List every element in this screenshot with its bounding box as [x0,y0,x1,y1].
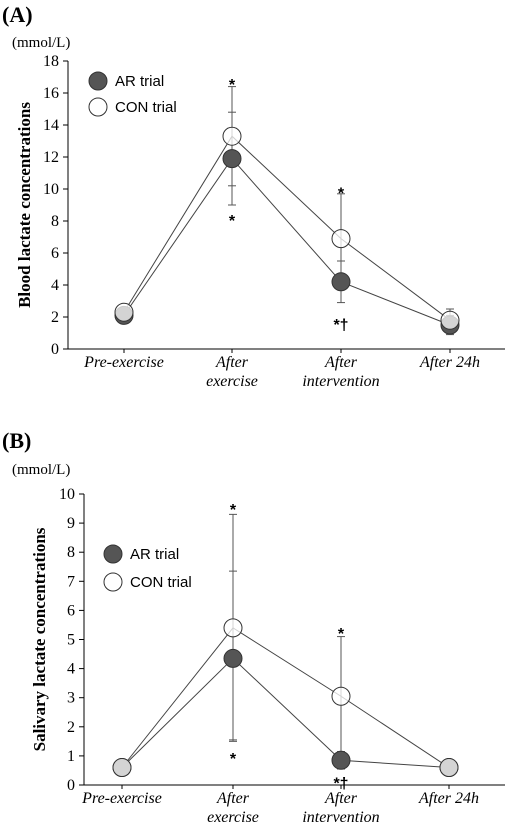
series-line-ar [121,657,450,769]
data-point-con [114,302,134,322]
unit-label: (mmol/L) [12,462,70,478]
x-tick-label-line: After 24h [419,354,480,371]
data-point-con [222,126,242,146]
y-tick-label: 0 [67,777,75,794]
x-tick-label: After exercise [207,790,259,824]
x-tick-label-line: Pre-exercise [81,790,162,807]
x-tick-label-line: exercise [207,809,259,824]
x-tick-label: After intervention [302,790,379,824]
y-tick-label: 10 [43,181,59,198]
legend-marker [88,71,108,91]
y-tick-label: 6 [51,245,59,262]
panel-label: (B) [2,428,31,453]
data-point-con [223,618,243,638]
significance-marker: * [230,751,237,768]
y-tick-label: 1 [67,748,75,765]
y-tick-label: 8 [51,213,59,230]
x-tick-label-line: After [215,354,249,371]
y-axis-label: Salivary lactate concentrations [30,527,49,751]
significance-marker: *† [333,317,348,334]
x-tick-label-line: After 24h [418,790,479,807]
legend-label: AR trial [115,73,164,90]
y-tick-label: 4 [51,277,59,294]
y-tick-label: 18 [43,53,59,70]
y-tick-label: 12 [43,149,59,166]
series-line-con [121,627,450,768]
significance-marker: * [338,186,345,203]
data-point-ar [222,149,242,169]
chart-panel-b: (B) (mmol/L) Salivary lactate concentratio… [2,428,505,824]
data-point-ar [331,750,351,770]
x-tick-label-line: After [324,354,358,371]
y-tick-label: 10 [59,486,75,503]
legend-label: CON trial [115,99,177,116]
x-tick-label-line: After [216,790,250,807]
data-point-con [112,758,132,778]
significance-marker: * [229,77,236,94]
x-tick-label-line: Pre-exercise [83,354,164,371]
x-tick-label: After 24h [418,790,479,807]
y-tick-label: 9 [67,515,75,532]
data-point-con [439,758,459,778]
legend-marker [88,97,108,117]
x-tick-label: After 24h [419,354,480,371]
data-point-con [331,686,351,706]
legend-marker [103,544,123,564]
data-point-ar [223,648,243,668]
series-line-ar [123,157,451,326]
y-tick-label: 16 [43,85,59,102]
y-tick-label: 4 [67,661,75,678]
y-tick-label: 3 [67,690,75,707]
x-tick-label: After exercise [206,354,258,390]
unit-label: (mmol/L) [12,35,70,51]
data-point-con [440,310,460,330]
significance-marker: *† [333,776,348,793]
y-tick-label: 8 [67,544,75,561]
x-tick-label: Pre-exercise [83,354,164,371]
x-tick-label-line: After [324,790,358,807]
y-tick-label: 6 [67,602,75,619]
y-tick-label: 7 [67,573,75,590]
x-tick-label-line: intervention [302,373,379,390]
y-tick-label: 14 [43,117,59,134]
y-tick-label: 2 [67,719,75,736]
x-tick-label-line: intervention [302,809,379,824]
x-tick-label: Pre-exercise [81,790,162,807]
panel-label: (A) [2,2,33,27]
y-tick-label: 0 [51,341,59,358]
legend-label: CON trial [130,574,192,591]
series-line-con [123,135,451,321]
legend-marker [103,572,123,592]
data-point-con [331,229,351,249]
y-tick-label: 5 [67,632,75,649]
legend-label: AR trial [130,546,179,563]
x-tick-label: After intervention [302,354,379,390]
chart-panel-a: (A) (mmol/L) Blood lactate concentrations 0… [2,2,505,390]
significance-marker: * [230,502,237,519]
x-tick-label-line: exercise [206,373,258,390]
y-tick-label: 2 [51,309,59,326]
significance-marker: * [338,626,345,643]
significance-marker: * [229,213,236,230]
y-axis-label: Blood lactate concentrations [15,102,34,308]
data-point-ar [331,272,351,292]
